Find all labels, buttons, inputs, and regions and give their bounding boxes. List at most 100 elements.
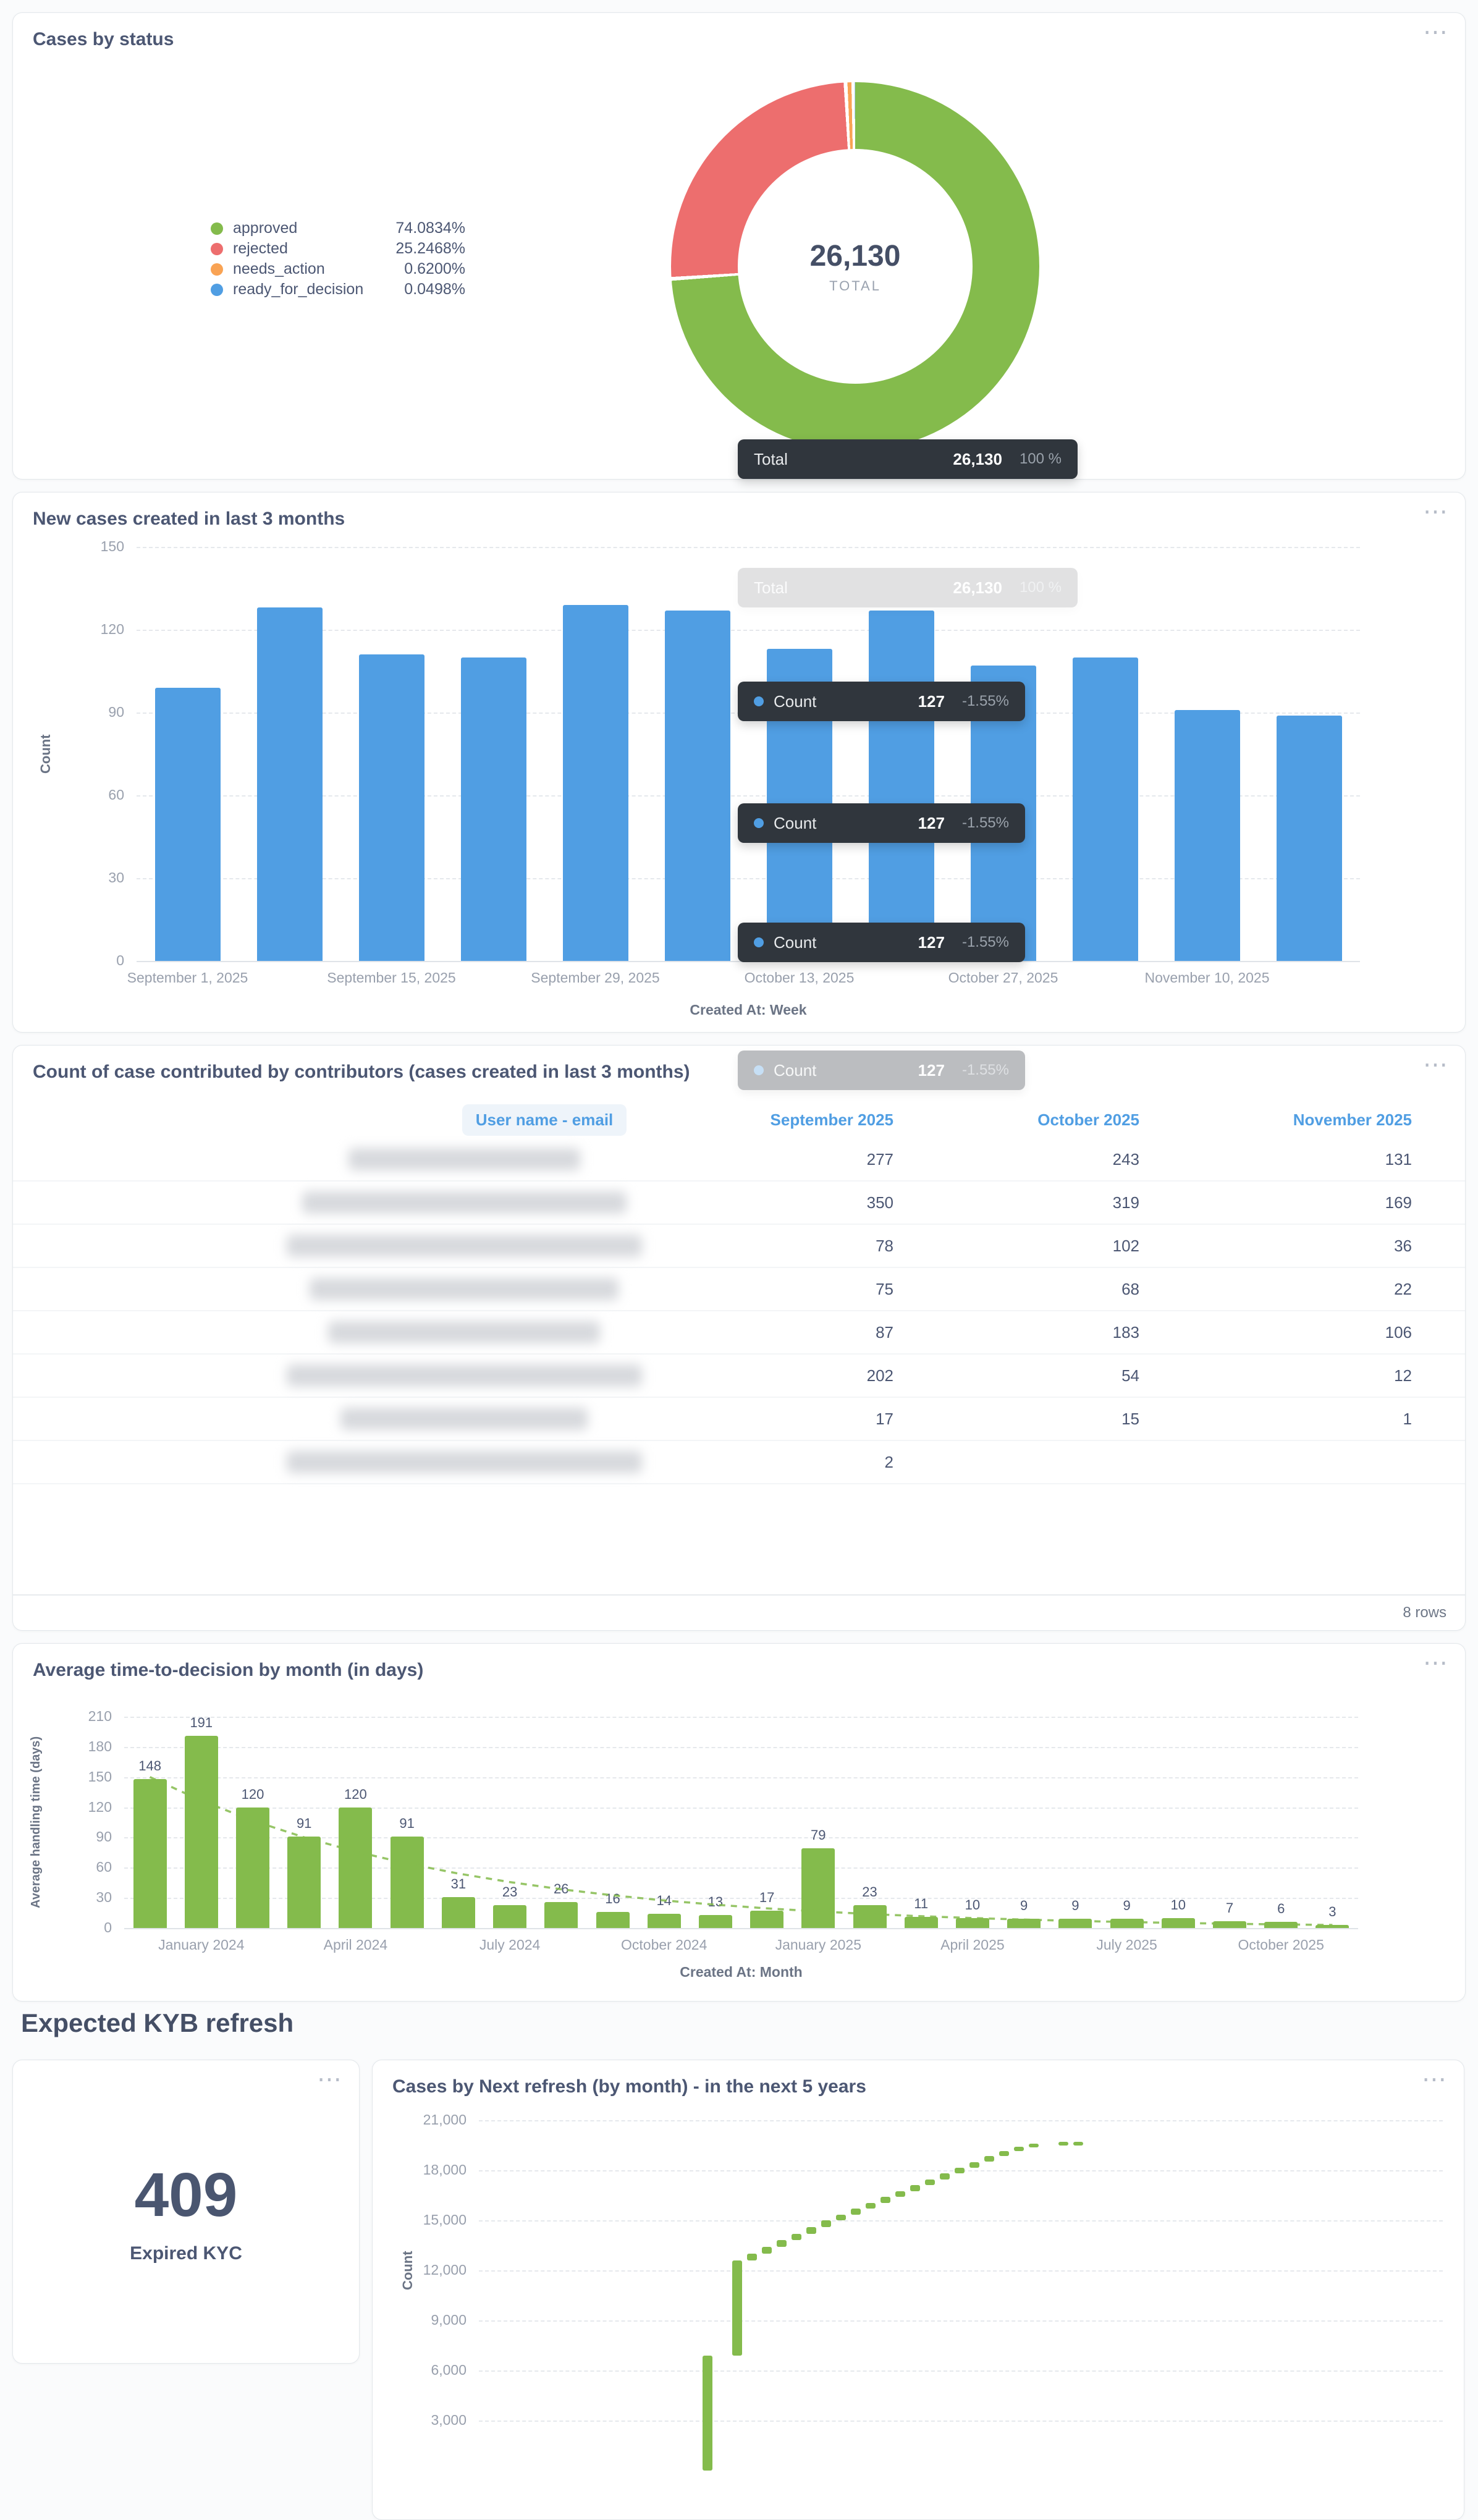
column-header-user[interactable]: User name - email [32, 1104, 668, 1136]
column-header-september[interactable]: September 2025 [770, 1110, 893, 1129]
donut-chart[interactable]: 26,130 TOTAL [671, 82, 1039, 450]
bar[interactable] [339, 1807, 373, 1928]
waterfall-segment[interactable] [1058, 2141, 1068, 2146]
legend-swatch-icon [211, 283, 223, 296]
x-axis-tick-label: September 1, 2025 [127, 970, 248, 986]
more-options-icon[interactable]: ⋯ [1423, 1051, 1448, 1078]
bar[interactable] [133, 1779, 167, 1928]
card-contributors-table: Count of case contributed by contributor… [12, 1045, 1466, 1631]
bar[interactable] [853, 1905, 887, 1928]
bar[interactable] [358, 654, 424, 961]
bar[interactable] [868, 610, 934, 961]
waterfall-segment[interactable] [777, 2240, 787, 2247]
bar[interactable] [955, 1917, 989, 1928]
legend-item[interactable]: needs_action 0.6200% [211, 259, 465, 279]
waterfall-segment[interactable] [703, 2355, 712, 2471]
bar[interactable] [287, 1836, 321, 1928]
bar[interactable] [441, 1896, 475, 1928]
waterfall-segment[interactable] [969, 2162, 979, 2168]
bar[interactable] [664, 610, 730, 961]
y-axis-tick-label: 150 [88, 1768, 112, 1785]
waterfall-segment[interactable] [732, 2260, 742, 2356]
waterfall-segment[interactable] [792, 2233, 801, 2241]
bar[interactable] [1276, 715, 1342, 961]
bar[interactable] [647, 1914, 681, 1928]
bar[interactable] [1007, 1919, 1041, 1928]
table-cell-value: 183 [1112, 1322, 1139, 1342]
bar[interactable] [801, 1848, 835, 1928]
waterfall-segment[interactable] [955, 2167, 965, 2174]
bar[interactable] [236, 1807, 269, 1928]
waterfall-segment[interactable] [1073, 2141, 1083, 2146]
tooltip-label: Total [754, 578, 788, 597]
bar[interactable] [750, 1911, 784, 1928]
waterfall-segment[interactable] [940, 2173, 950, 2180]
table-row[interactable]: 202 54 12 [13, 1355, 1465, 1398]
waterfall-segment[interactable] [895, 2191, 905, 2197]
waterfall-segment[interactable] [999, 2150, 1009, 2156]
legend-item[interactable]: rejected 25.2468% [211, 239, 465, 259]
table-row[interactable]: 277 243 131 [13, 1138, 1465, 1182]
x-axis-tick-label: July 2024 [479, 1937, 541, 1953]
waterfall-segment[interactable] [821, 2220, 831, 2227]
bar[interactable] [1315, 1925, 1349, 1928]
table-cell-value: 169 [1385, 1193, 1412, 1212]
bar[interactable] [184, 1735, 218, 1928]
more-options-icon[interactable]: ⋯ [1422, 2066, 1446, 2093]
tooltip-delta: -1.55% [961, 693, 1009, 709]
waterfall-segment[interactable] [762, 2247, 772, 2254]
waterfall-segment[interactable] [984, 2156, 994, 2162]
gridline [124, 1837, 1358, 1839]
gridline [124, 1898, 1358, 1900]
bar[interactable] [1174, 709, 1240, 961]
table-row[interactable]: 87 183 106 [13, 1311, 1465, 1355]
y-axis-tick-label: 90 [108, 704, 124, 720]
more-options-icon[interactable]: ⋯ [1423, 19, 1448, 46]
bar[interactable] [154, 687, 221, 961]
bar-value-label: 9 [1071, 1898, 1079, 1914]
waterfall-segment[interactable] [806, 2226, 816, 2234]
bar[interactable] [904, 1917, 938, 1928]
legend-item[interactable]: ready_for_decision 0.0498% [211, 279, 465, 300]
waterfall-segment[interactable] [1014, 2147, 1024, 2151]
bar[interactable] [544, 1901, 578, 1928]
table-row[interactable]: 2 [13, 1441, 1465, 1484]
waterfall-segment[interactable] [836, 2214, 846, 2220]
table-row[interactable]: 350 319 169 [13, 1182, 1465, 1225]
waterfall-segment[interactable] [880, 2197, 890, 2203]
column-header-october[interactable]: October 2025 [1037, 1110, 1139, 1129]
bar[interactable] [1264, 1922, 1298, 1928]
table-row[interactable]: 78 102 36 [13, 1225, 1465, 1268]
more-options-icon[interactable]: ⋯ [1423, 1649, 1448, 1676]
gridline [479, 2270, 1443, 2272]
x-axis-title: Created At: Month [680, 1964, 803, 1980]
waterfall-segment[interactable] [851, 2209, 861, 2215]
card-title: Cases by status [33, 29, 174, 49]
table-row[interactable]: 75 68 22 [13, 1268, 1465, 1311]
tooltip-percentage: 100 % [1019, 450, 1062, 467]
waterfall-segment[interactable] [866, 2202, 876, 2209]
stale-tooltip: Total 26,130 100 % [738, 568, 1078, 607]
waterfall-segment[interactable] [1029, 2143, 1039, 2147]
waterfall-segment[interactable] [910, 2185, 920, 2191]
bar[interactable] [698, 1914, 732, 1928]
more-options-icon[interactable]: ⋯ [317, 2066, 342, 2093]
bar[interactable] [256, 607, 323, 961]
bar[interactable] [596, 1911, 630, 1928]
bar[interactable] [562, 604, 628, 961]
bar[interactable] [460, 657, 526, 961]
legend-label: ready_for_decision [233, 281, 364, 298]
bar[interactable] [1072, 657, 1138, 961]
table-body: 277 243 131 350 319 169 78 102 36 75 68 22 87 183 106 2… [13, 1138, 1465, 1484]
more-options-icon[interactable]: ⋯ [1423, 498, 1448, 525]
table-cell-value: 243 [1112, 1149, 1139, 1169]
bar[interactable] [390, 1836, 424, 1928]
legend-item[interactable]: approved 74.0834% [211, 218, 465, 239]
bar[interactable] [493, 1905, 527, 1928]
waterfall-segment[interactable] [925, 2179, 935, 2186]
waterfall-segment[interactable] [747, 2254, 757, 2260]
table-row[interactable]: 17 15 1 [13, 1398, 1465, 1441]
column-header-november[interactable]: November 2025 [1293, 1110, 1412, 1129]
table-cell-value: 350 [866, 1193, 893, 1212]
redacted-name [310, 1278, 619, 1300]
